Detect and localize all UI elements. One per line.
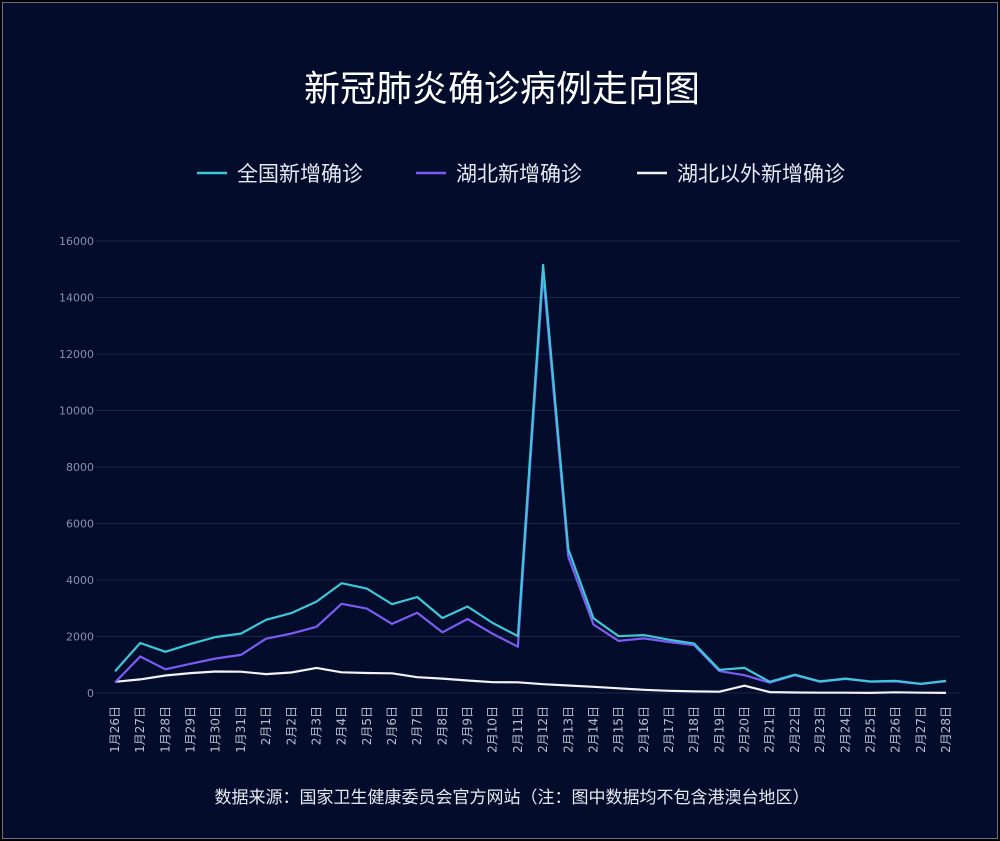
x-tick-label: 2月21日: [763, 706, 777, 753]
x-tick-label: 1月30日: [209, 706, 223, 753]
legend-label: 全国新增确诊: [237, 162, 363, 186]
y-tick-label: 4000: [66, 574, 94, 587]
y-tick-label: 6000: [66, 518, 94, 531]
x-tick-label: 2月14日: [586, 706, 600, 753]
y-tick-label: 14000: [59, 292, 94, 305]
x-tick-label: 1月26日: [108, 706, 122, 753]
x-tick-label: 2月25日: [863, 706, 877, 753]
series-line-1: [114, 272, 947, 686]
legend: 全国新增确诊 湖北新增确诊 湖北以外新增确诊: [197, 162, 845, 186]
y-axis: 0 2000 4000 6000 8000 10000 12000 14000 16000: [59, 235, 94, 700]
source-note: 数据来源：国家卫生健康委员会官方网站（注：图中数据均不包含港澳台地区）: [215, 788, 810, 808]
series-line-2: [114, 666, 947, 695]
legend-label: 湖北以外新增确诊: [677, 162, 845, 186]
x-tick-label: 2月28日: [939, 706, 953, 753]
x-tick-label: 1月31日: [234, 706, 248, 753]
y-tick-label: 8000: [66, 461, 94, 474]
x-tick-label: 2月16日: [637, 706, 651, 753]
x-tick-label: 2月27日: [914, 706, 928, 753]
x-tick-label: 2月24日: [838, 706, 852, 753]
x-tick-label: 2月12日: [536, 706, 550, 753]
y-tick-label: 2000: [66, 631, 94, 644]
y-tick-label: 0: [87, 687, 94, 700]
grid: [96, 240, 960, 694]
x-tick-label: 2月8日: [435, 706, 449, 745]
legend-label: 湖北新增确诊: [456, 162, 582, 186]
x-tick-label: 2月15日: [612, 706, 626, 753]
x-tick-label: 2月9日: [461, 706, 475, 745]
x-tick-label: 1月27日: [133, 706, 147, 753]
x-tick-label: 2月4日: [335, 706, 349, 745]
x-tick-label: 1月28日: [158, 706, 172, 753]
x-tick-label: 2月23日: [813, 706, 827, 753]
x-tick-label: 2月10日: [486, 706, 500, 753]
x-tick-label: 2月20日: [738, 706, 752, 753]
x-tick-label: 2月5日: [360, 706, 374, 745]
y-tick-label: 12000: [59, 348, 94, 361]
x-tick-label: 2月26日: [889, 706, 903, 753]
y-tick-label: 16000: [59, 235, 94, 248]
x-tick-label: 2月2日: [284, 706, 298, 745]
x-tick-label: 1月29日: [184, 706, 198, 753]
x-tick-label: 2月19日: [712, 706, 726, 753]
chart-title: 新冠肺炎确诊病例走向图: [304, 69, 700, 110]
x-tick-label: 2月1日: [259, 706, 273, 745]
x-tick-label: 2月6日: [385, 706, 399, 745]
series-line-0: [114, 263, 947, 685]
y-tick-label: 10000: [59, 405, 94, 418]
x-tick-label: 2月17日: [662, 706, 676, 753]
x-tick-label: 2月22日: [788, 706, 802, 753]
x-tick-label: 2月7日: [410, 706, 424, 745]
x-tick-label: 2月13日: [561, 706, 575, 753]
x-tick-label: 2月18日: [687, 706, 701, 753]
x-tick-label: 2月11日: [511, 706, 525, 753]
x-tick-label: 2月3日: [309, 706, 323, 745]
x-axis: 1月26日 1月27日 1月28日 1月29日 1月30日 1月31日 2月1日 2月2日 2月…: [108, 706, 953, 753]
series-lines: [114, 263, 947, 695]
